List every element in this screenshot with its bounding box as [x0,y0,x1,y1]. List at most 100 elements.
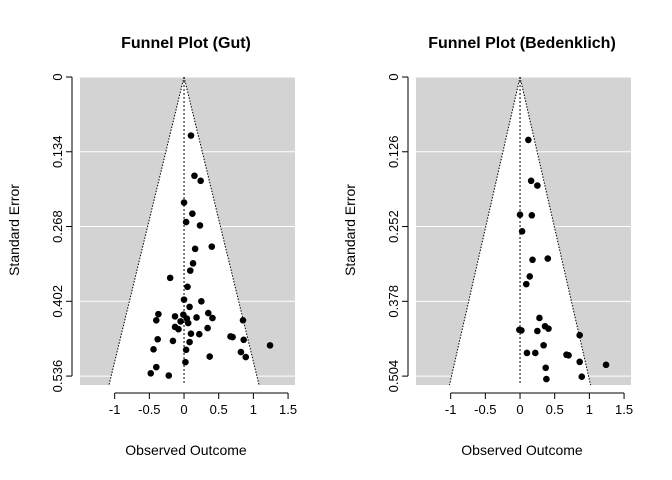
data-point [152,363,160,371]
data-point [184,319,192,327]
y-tick-label: 0.536 [50,360,65,393]
x-axis-label: Observed Outcome [125,442,247,458]
y-tick-label: 0.252 [386,210,401,243]
y-tick-label: 0.402 [50,285,65,318]
data-point [523,349,531,357]
data-point [518,227,526,235]
data-point [186,303,193,311]
x-tick-label: 0.5 [210,402,228,417]
data-point [239,316,247,324]
data-point [542,364,549,372]
data-point [152,316,160,324]
data-point [195,330,203,338]
data-point [198,298,205,305]
x-tick-label: 0.5 [546,402,564,417]
data-point [166,274,174,282]
data-point [182,218,190,226]
y-tick-label: 0 [50,73,65,80]
x-tick-label: -1 [445,402,457,417]
x-tick-label: 0 [180,402,187,417]
y-tick-label: 0.268 [50,210,65,243]
data-point [187,330,195,337]
data-point [186,338,193,346]
data-point [154,335,161,343]
x-tick-label: 1 [250,402,257,417]
y-axis-label: Standard Error [342,184,358,276]
data-point [565,352,572,359]
data-point [544,255,552,262]
data-point [184,283,191,291]
x-tick-label: 1.5 [615,402,633,417]
data-point [525,136,532,144]
data-point [180,199,188,206]
data-point [175,325,182,333]
data-point [534,327,541,335]
data-point [576,358,583,366]
data-point [237,348,245,356]
data-point [528,211,536,219]
data-point [518,327,525,334]
chart-title: Funnel Plot (Bedenklich) [428,35,616,52]
data-point [209,314,216,322]
data-point [187,132,195,139]
x-tick-label: 1 [586,402,593,417]
funnel-boundary-right [183,76,260,386]
data-point [171,313,179,320]
data-point [242,353,250,361]
data-point [206,353,213,360]
data-point [534,182,541,189]
data-point [527,177,535,185]
y-tick-label: 0 [386,73,401,80]
y-tick-label: 0.134 [50,135,65,168]
funnel-plot-bedenklich: Funnel Plot (Bedenklich) Observed Outcom… [342,35,633,458]
data-point [516,211,524,218]
data-point [602,361,610,369]
y-axis-label: Standard Error [6,184,22,276]
data-point [193,314,200,321]
data-point [165,372,173,379]
x-tick-label: 1.5 [279,402,297,417]
y-tick-label: 0.504 [386,360,401,393]
data-point [191,245,199,253]
data-point [205,309,212,317]
data-point [182,358,189,366]
data-point [189,260,197,267]
data-point [169,337,177,345]
data-point [182,346,190,354]
x-tick-label: -1 [109,402,121,417]
data-point [180,296,188,303]
funnel-boundary-left [108,76,185,386]
x-tick-label: 0 [516,402,523,417]
funnel-plot-gut: Funnel Plot (Gut) Observed Outcome Stand… [6,35,297,458]
data-point [196,222,204,229]
x-tick-label: -0.5 [138,402,160,417]
data-point [240,336,247,344]
x-axis-label: Observed Outcome [461,442,583,458]
chart-title: Funnel Plot (Gut) [121,35,251,52]
data-point [266,342,274,349]
y-tick-label: 0.126 [386,136,401,169]
data-point [208,243,216,250]
data-point [526,273,534,280]
data-point [191,172,198,180]
data-point [576,331,583,339]
data-point [531,349,539,357]
data-point [578,373,586,380]
data-point [529,256,536,264]
data-point [177,318,184,325]
data-point [147,369,155,377]
data-point [545,325,552,332]
data-point [543,375,550,383]
data-point [155,310,162,318]
x-tick-label: -0.5 [474,402,496,417]
y-tick-label: 0.378 [386,285,401,318]
data-point [197,177,204,185]
data-point [204,324,211,332]
data-point [150,345,157,353]
data-point [540,341,547,349]
data-point [536,314,543,322]
data-point [229,333,236,341]
data-point [189,210,196,218]
data-point [522,280,530,288]
